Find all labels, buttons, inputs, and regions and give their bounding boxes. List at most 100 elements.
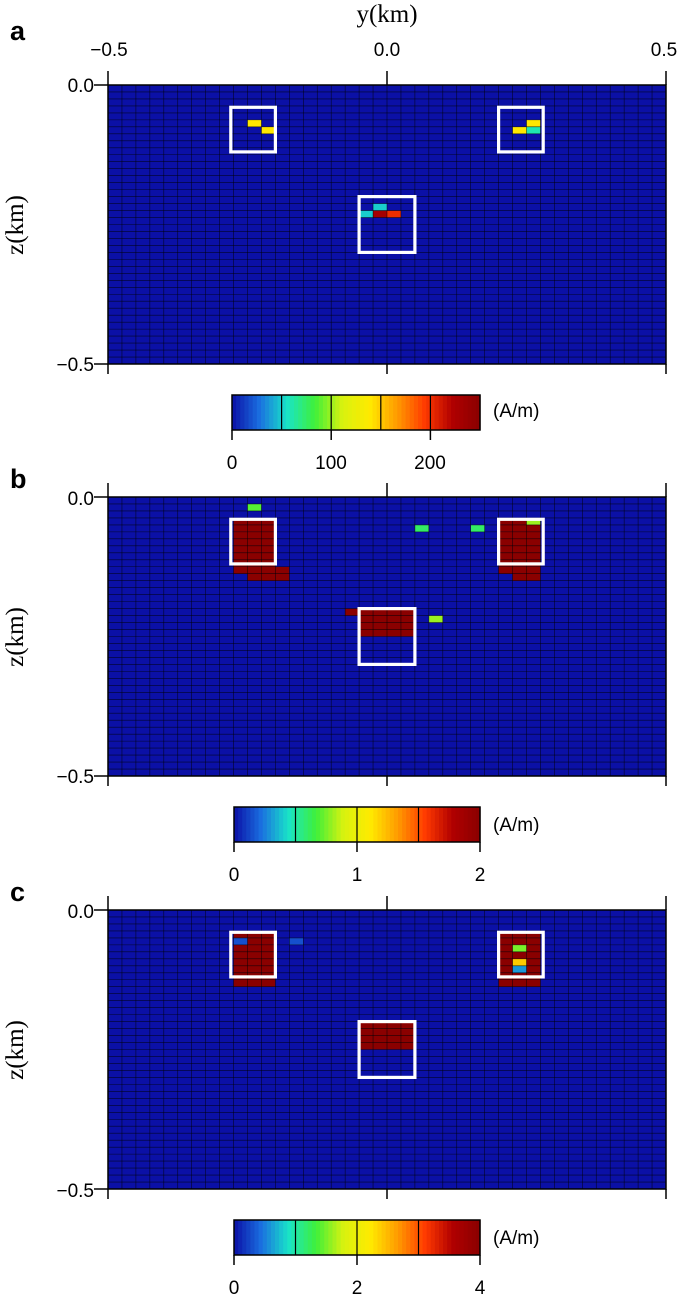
colorbar-segment bbox=[306, 395, 312, 430]
colorbar-segment bbox=[258, 1220, 264, 1255]
heatmap-cell bbox=[233, 937, 248, 945]
y-axis-title: z(km) bbox=[2, 195, 29, 255]
heatmap-cell bbox=[233, 930, 248, 938]
heatmap-cell bbox=[526, 517, 541, 525]
heatmap-cell bbox=[387, 608, 401, 616]
heatmap-cell bbox=[512, 517, 527, 525]
colorbar-segment bbox=[283, 1220, 288, 1255]
colorbar-segment bbox=[347, 395, 353, 430]
heatmap-cell bbox=[289, 937, 304, 945]
heatmap-cell bbox=[512, 545, 527, 553]
heatmap-cell bbox=[261, 538, 276, 546]
panel-b: b z(km) 0.0 −0.5 (A/m) 0 1 2 bbox=[2, 464, 667, 886]
heatmap-cell bbox=[526, 524, 541, 532]
colorbar-segment bbox=[324, 807, 329, 842]
colorbar-segment bbox=[328, 1220, 333, 1255]
heatmap-cell bbox=[498, 524, 513, 532]
colorbar-segment bbox=[311, 807, 317, 842]
x-tick-label: 0.0 bbox=[374, 40, 400, 61]
heatmap-cell bbox=[261, 545, 276, 553]
colorbar-segment bbox=[364, 395, 369, 430]
heatmap-cell bbox=[233, 566, 248, 574]
colorbar-segment bbox=[331, 395, 336, 430]
colorbar-segment bbox=[459, 1220, 465, 1255]
true-model-boxes bbox=[229, 930, 545, 1079]
colorbar-tick-label: 4 bbox=[475, 1278, 486, 1295]
colorbar-segment bbox=[344, 1220, 350, 1255]
heatmap-cell bbox=[261, 979, 276, 987]
heatmap-cell bbox=[373, 1021, 387, 1029]
true-model-box bbox=[357, 195, 417, 255]
heatmap-cell bbox=[400, 608, 415, 616]
colorbar-segment bbox=[332, 807, 338, 842]
heatmap-cell bbox=[526, 937, 541, 945]
colorbar-segment bbox=[384, 395, 390, 430]
colorbar-segment bbox=[248, 395, 254, 430]
heatmap-cell bbox=[498, 979, 513, 987]
heatmap-cell bbox=[470, 524, 485, 532]
heatmap-cell bbox=[247, 979, 262, 987]
colorbar-segment bbox=[426, 1220, 432, 1255]
colorbar-segment bbox=[401, 395, 407, 430]
heatmap-cell bbox=[359, 1021, 374, 1029]
heatmap-cell bbox=[400, 1021, 415, 1029]
heatmap-cell bbox=[261, 552, 276, 560]
heatmap-cell bbox=[387, 622, 401, 630]
colorbar-segment bbox=[291, 1220, 297, 1255]
axis-ticks bbox=[94, 483, 667, 786]
colorbar-segment bbox=[475, 395, 481, 430]
colorbar-segment bbox=[310, 395, 316, 430]
heatmap-cell bbox=[247, 566, 262, 574]
heatmap-cell bbox=[526, 573, 541, 581]
colorbar-segment bbox=[389, 807, 395, 842]
colorbar-segment bbox=[357, 807, 362, 842]
colorbar-segment bbox=[298, 395, 303, 430]
true-model-box bbox=[497, 517, 545, 566]
heatmap-cell bbox=[261, 566, 276, 574]
colorbar-segment bbox=[279, 1220, 284, 1255]
colorbar-segment bbox=[352, 1220, 358, 1255]
heatmap-cell bbox=[512, 573, 527, 581]
colorbar-segment bbox=[277, 395, 283, 430]
colorbar-segment bbox=[311, 1220, 317, 1255]
colorbar-segment bbox=[426, 807, 432, 842]
heatmap-cell bbox=[233, 958, 248, 966]
colorbar-segment bbox=[406, 807, 411, 842]
heatmap-cell bbox=[359, 622, 374, 630]
heatmap-cell bbox=[373, 1035, 387, 1043]
axis-ticks bbox=[94, 71, 667, 374]
y-tick-label: 0.0 bbox=[68, 489, 94, 510]
colorbar-segment bbox=[372, 395, 378, 430]
colorbar-segment bbox=[266, 1220, 272, 1255]
colorbar-segment bbox=[426, 395, 431, 430]
heatmap-cell bbox=[428, 615, 443, 623]
colorbar-segment bbox=[409, 395, 415, 430]
colorbar-segment bbox=[281, 395, 287, 430]
colorbar-segment bbox=[314, 395, 320, 430]
panel-letter: a bbox=[10, 16, 26, 46]
colorbar-segment bbox=[246, 807, 251, 842]
colorbar-segment bbox=[402, 1220, 407, 1255]
true-model-box bbox=[357, 606, 417, 666]
colorbar-segment bbox=[316, 1220, 321, 1255]
heatmap-cell bbox=[526, 979, 541, 987]
colorbar-segment bbox=[368, 395, 374, 430]
heatmap-cell bbox=[373, 615, 387, 623]
colorbar-segment bbox=[451, 807, 456, 842]
colorbar-segment bbox=[360, 395, 365, 430]
heatmap-cell bbox=[526, 545, 541, 553]
colorbar-segment bbox=[348, 807, 354, 842]
colorbar-segment bbox=[446, 395, 452, 430]
heatmap-cell bbox=[261, 517, 276, 525]
colorbar-segment bbox=[430, 395, 436, 430]
colorbar-segment bbox=[336, 1220, 342, 1255]
heatmap-cell bbox=[498, 930, 513, 938]
colorbar-segment bbox=[381, 807, 387, 842]
y-tick-label: −0.5 bbox=[56, 767, 94, 788]
colorbar-segment bbox=[463, 807, 469, 842]
heatmap-cell bbox=[512, 531, 527, 539]
colorbar-segment bbox=[242, 1220, 247, 1255]
heatmap-cell bbox=[247, 524, 262, 532]
colorbar-segment bbox=[369, 807, 374, 842]
heatmap-cell bbox=[261, 937, 276, 945]
